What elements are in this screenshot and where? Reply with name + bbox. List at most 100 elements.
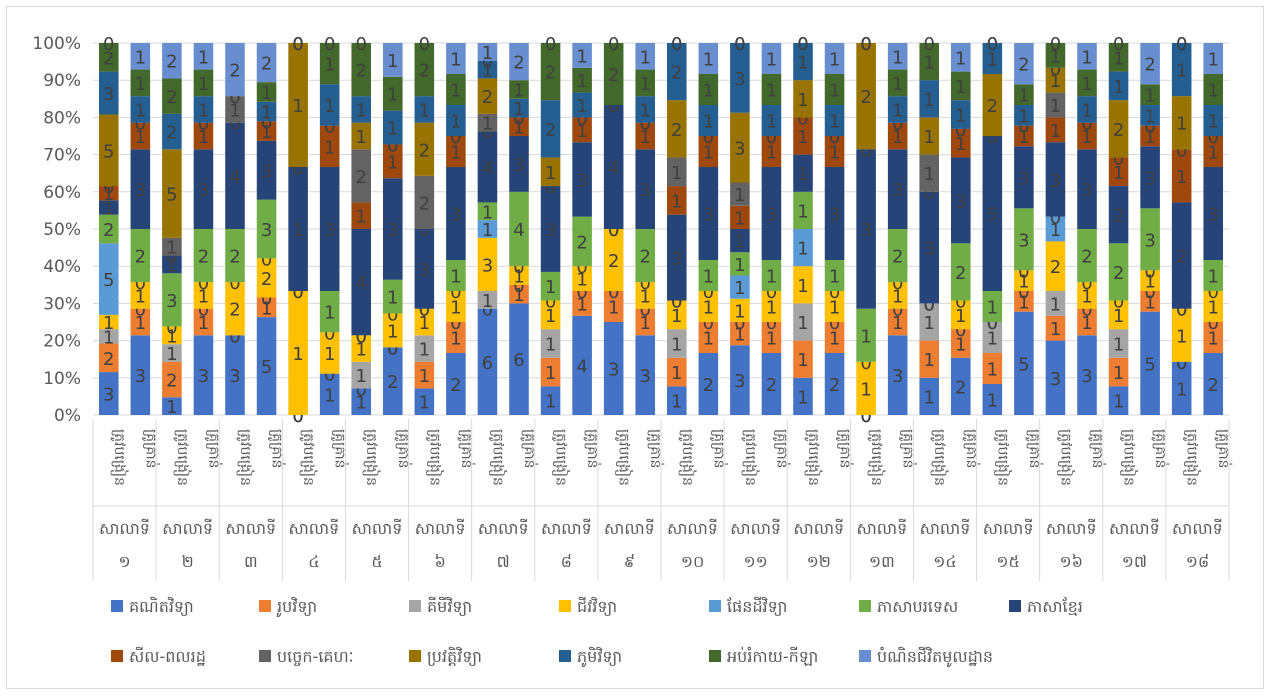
bar-segment (1140, 311, 1160, 415)
bar-category-label: ត្រូវបង្រៀន (678, 429, 697, 486)
data-label: 1 (576, 96, 587, 117)
legend-label: អប់រំកាយ-កីឡា (727, 646, 818, 666)
school-label: សាលាទី (920, 518, 971, 538)
data-label: 1 (355, 340, 366, 361)
data-label: 1 (229, 100, 240, 121)
bar-segment (1108, 329, 1129, 358)
bar-segment (1014, 125, 1034, 147)
bar-segment (635, 43, 656, 70)
data-label: 0 (1207, 127, 1218, 148)
bar-segment (509, 191, 529, 267)
data-label: 1 (1050, 319, 1061, 340)
school-number-label: ១១ (744, 552, 768, 571)
data-label: 1 (766, 329, 777, 350)
data-label: 0 (324, 365, 335, 386)
data-label: 1 (1207, 298, 1218, 319)
school-number-label: ៦ (434, 552, 445, 571)
data-label: 1 (797, 53, 808, 74)
data-label: 0 (1081, 273, 1092, 294)
data-label: 3 (198, 180, 209, 201)
bar-segment (950, 243, 971, 301)
bar-segment (351, 229, 372, 336)
bar-segment (1077, 149, 1097, 229)
bar-segment (1045, 216, 1066, 242)
data-label: 3 (955, 191, 966, 212)
data-label: 1 (703, 81, 714, 102)
data-label: 2 (229, 61, 240, 82)
bar-segment (98, 343, 119, 373)
school-number-label: ៣ (244, 552, 258, 571)
school-label: សាលាទី (541, 518, 592, 538)
bar-segment (98, 114, 119, 187)
data-label: 3 (482, 255, 493, 276)
bar-segment (1045, 43, 1066, 68)
data-label: 2 (671, 120, 682, 141)
data-label: 1 (292, 96, 303, 117)
data-label: 1 (1050, 294, 1061, 315)
data-label: 1 (1050, 96, 1061, 117)
data-label: 1 (829, 143, 840, 164)
data-label: 1 (545, 306, 556, 327)
bar-category-label: គ្រូគ្រាន់ (331, 429, 350, 468)
bar-segment (477, 220, 498, 238)
data-label: 0 (545, 177, 556, 198)
bar-segment (351, 96, 372, 123)
data-label: 2 (103, 349, 114, 370)
bar-segment (635, 122, 656, 150)
bar-segment (1203, 167, 1224, 260)
data-label: 0 (576, 108, 587, 129)
bar-segment (698, 74, 719, 105)
data-label: 1 (1081, 313, 1092, 334)
data-label: 0 (1081, 114, 1092, 135)
bar-segment (1045, 315, 1066, 341)
data-label: 0 (513, 257, 524, 278)
bar-segment (1108, 43, 1129, 72)
data-label: 1 (545, 163, 556, 184)
data-label: 1 (324, 96, 335, 117)
data-label: 0 (1176, 353, 1187, 374)
data-label: 1 (166, 397, 177, 418)
data-label: 1 (450, 50, 461, 71)
data-label: 0 (292, 406, 303, 427)
bar-segment (824, 74, 845, 105)
bar-segment (824, 291, 845, 322)
bar-segment (698, 353, 719, 415)
bar-segment (666, 43, 687, 101)
data-label: 0 (923, 294, 934, 315)
data-label: 1 (734, 208, 745, 229)
bar-segment (130, 229, 151, 283)
bar-category-label: ត្រូវបង្រៀន (236, 429, 255, 486)
data-label: 1 (671, 163, 682, 184)
data-label: 0 (387, 338, 398, 359)
data-label: 0 (955, 320, 966, 341)
data-label: 2 (166, 52, 177, 73)
data-label: 2 (1144, 55, 1155, 76)
data-label: 1 (766, 112, 777, 133)
bar-segment (666, 186, 687, 215)
y-tick-label: 20% (43, 332, 81, 352)
legend-swatch (111, 650, 123, 662)
data-label: 1 (292, 220, 303, 241)
data-label: 1 (513, 285, 524, 306)
bar-segment (1108, 300, 1129, 330)
bar-segment (256, 43, 277, 83)
data-label: 0 (671, 292, 682, 313)
data-label: 2 (608, 65, 619, 86)
bar-segment (382, 279, 403, 314)
bar-category-label: ត្រូវបង្រៀន (993, 429, 1012, 486)
bar-segment (446, 105, 466, 136)
data-label: 0 (923, 294, 934, 315)
data-label: 1 (1050, 46, 1061, 67)
bar-segment (193, 282, 214, 309)
data-label: 0 (1018, 117, 1029, 138)
data-label: 3 (135, 180, 146, 201)
bar-segment (635, 335, 656, 415)
bar-segment (540, 43, 561, 101)
bar-category-label: គ្រូគ្រាន់ (520, 429, 539, 468)
data-label: 1 (513, 118, 524, 139)
data-label: 1 (1113, 163, 1124, 184)
bar-segment (887, 335, 908, 415)
bar-segment (256, 258, 277, 298)
bar-segment (509, 266, 529, 285)
data-label: 5 (166, 185, 177, 206)
